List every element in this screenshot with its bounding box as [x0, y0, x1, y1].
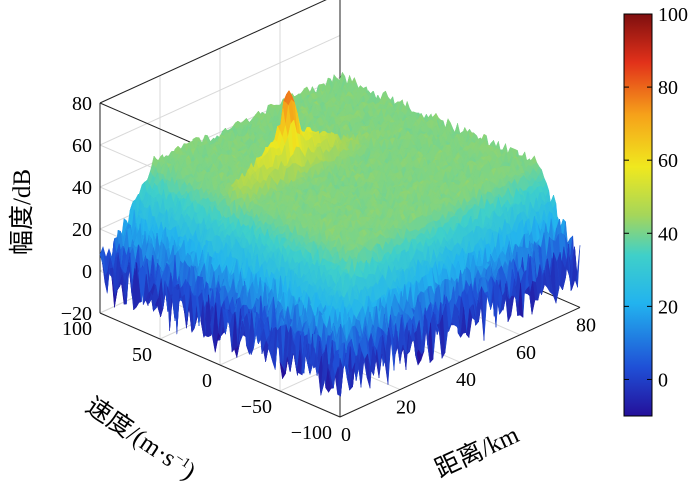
box-edge — [99, 0, 327, 104]
surface-cell — [454, 122, 461, 134]
box-edge — [339, 306, 581, 418]
surface-mesh — [99, 71, 581, 397]
box-edge — [99, 312, 341, 418]
